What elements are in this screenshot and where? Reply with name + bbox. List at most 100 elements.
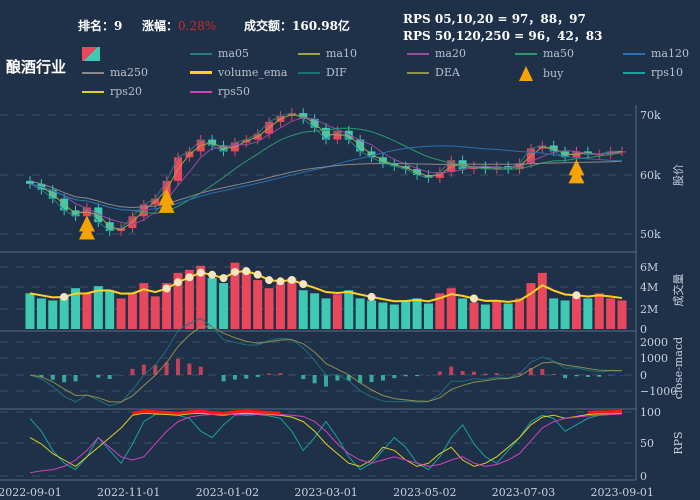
x-tick-label: 2023-03-01 (294, 486, 357, 499)
volume-bar (606, 298, 616, 329)
volume-bar (355, 298, 365, 329)
macd-histogram-bar (437, 371, 442, 375)
macd-histogram-bar (153, 364, 158, 375)
rps-high-segment (587, 410, 600, 415)
volume-ema-marker (242, 267, 251, 276)
legend-item-ma250[interactable]: ma250 (82, 66, 148, 79)
macd-histogram-bar (96, 375, 101, 378)
volume-bar (105, 290, 115, 329)
rps50-line (29, 413, 623, 474)
rps-tick-label: 0 (640, 470, 647, 483)
macd-histogram-bar (585, 375, 590, 377)
buy-marker-icon (158, 196, 175, 213)
volume-bar (173, 272, 183, 329)
volume-ema-marker (185, 273, 194, 282)
volume-bar (48, 300, 58, 329)
macd-histogram-bar (483, 373, 488, 375)
buy-triangle-icon (519, 66, 533, 81)
legend-label: rps10 (651, 66, 683, 79)
volume-bar (549, 298, 559, 329)
legend-item-buy[interactable]: buy (515, 66, 563, 81)
volume-bar (423, 303, 433, 329)
price-tick-label: 70k (640, 109, 661, 122)
rps-high-segment (189, 409, 201, 414)
legend-item-ma05[interactable]: ma05 (190, 47, 249, 60)
rps-line-1: RPS 05,10,20 = 97，88，97 (403, 12, 586, 26)
macd-histogram-bar (278, 373, 283, 375)
candle-legend-icon (82, 47, 100, 61)
macd-histogram-bar (301, 375, 306, 380)
legend-item-rps10[interactable]: rps10 (623, 66, 683, 79)
volume-bar (469, 302, 479, 329)
rps-high-segment (257, 410, 270, 415)
macd-histogram-bar (335, 375, 340, 381)
legend-item-rps50[interactable]: rps50 (190, 85, 250, 98)
rps-high-segment (268, 411, 281, 415)
volume-ema-marker (162, 284, 171, 293)
macd-histogram-bar (551, 373, 556, 375)
volume-bar (321, 298, 331, 329)
macd-tick-label: 1000 (640, 352, 668, 365)
volume-bar (617, 300, 627, 329)
change-label: 涨幅：0.28% (142, 17, 216, 34)
legend-label: ma10 (326, 47, 357, 60)
legend-label: volume_ema (218, 66, 288, 79)
volume-bar (127, 293, 137, 329)
volume-bar (196, 265, 206, 329)
volume-bar (401, 300, 411, 329)
rps-high-segment (155, 410, 167, 415)
rps-high-segment (132, 409, 145, 415)
industry-title: 酿酒行业 (6, 58, 67, 76)
rps-high-segment (234, 409, 247, 414)
x-tick-label: 2023-01-02 (196, 486, 259, 499)
volume-bar (526, 283, 536, 329)
legend-item-candle[interactable] (82, 47, 106, 61)
price-tick-label: 60k (640, 169, 661, 182)
legend-item-DIF[interactable]: DIF (298, 66, 347, 79)
rps-tick-label: 100 (640, 406, 661, 419)
turnover: 成交额：160.98亿 (244, 19, 350, 33)
macd-histogram-bar (358, 375, 363, 383)
legend-item-rps20[interactable]: rps20 (82, 85, 142, 98)
volume-bar (583, 298, 593, 329)
volume-bar (25, 293, 35, 329)
legend-swatch-icon (515, 52, 537, 55)
macd-histogram-bar (312, 375, 317, 384)
volume-ema-marker (60, 292, 69, 301)
legend-label: DEA (435, 66, 460, 79)
rps-high-segment (177, 410, 190, 415)
legend-swatch-icon (190, 71, 212, 74)
volume-bar (93, 286, 103, 329)
volume-bar (59, 296, 69, 329)
macd-histogram-bar (187, 363, 192, 375)
ma250-line (29, 160, 623, 208)
volume-bar (480, 304, 490, 329)
volume-bar (310, 293, 320, 329)
legend-swatch-icon (298, 71, 320, 74)
legend-swatch-icon (407, 71, 429, 74)
legend-item-ma20[interactable]: ma20 (407, 47, 466, 60)
legend-item-ma120[interactable]: ma120 (623, 47, 689, 60)
macd-histogram-bar (232, 375, 237, 380)
volume-bar (412, 298, 422, 329)
volume-ema-marker (367, 292, 376, 301)
legend-swatch-icon (82, 90, 104, 93)
x-tick-label: 2023-09-01 (590, 486, 653, 499)
legend-item-ma50[interactable]: ma50 (515, 47, 574, 60)
rps-high-segment (610, 409, 623, 414)
volume-ema-marker (230, 267, 239, 276)
rps-high-segment (212, 411, 224, 415)
macd-histogram-bar (494, 373, 499, 375)
rps10-line (29, 413, 623, 471)
volume-bar (139, 283, 149, 329)
ma05-line (29, 112, 622, 232)
legend-item-volume_ema[interactable]: volume_ema (190, 66, 287, 79)
legend-item-DEA[interactable]: DEA (407, 66, 460, 79)
buy-marker-icon (568, 167, 585, 184)
volume-bar (344, 290, 354, 329)
volume-bar (241, 269, 251, 329)
legend-swatch-icon (298, 52, 320, 55)
macd-histogram-bar (107, 375, 112, 380)
rank-label: 排名：9 (78, 19, 123, 33)
legend-item-ma10[interactable]: ma10 (298, 47, 357, 60)
